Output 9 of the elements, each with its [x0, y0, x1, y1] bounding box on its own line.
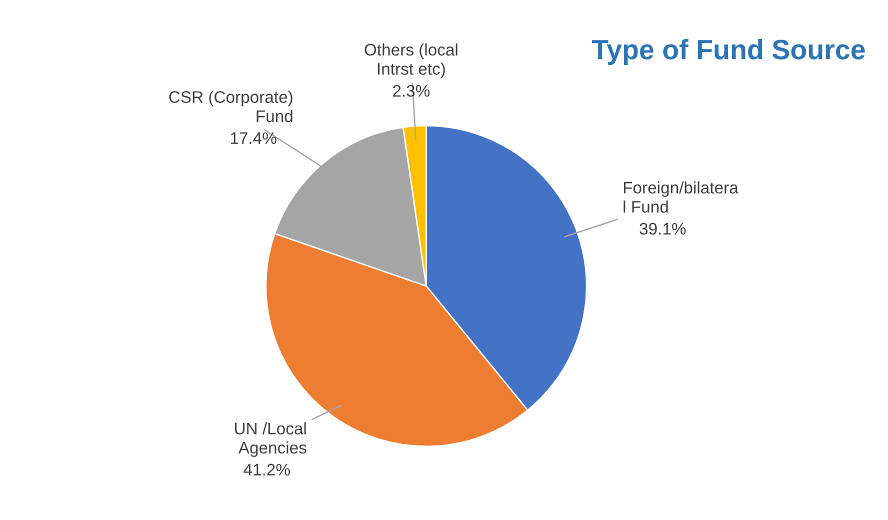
slice-label: Others (local Intrst etc)	[364, 43, 458, 78]
data-label: 17.4%	[230, 132, 276, 144]
slice-label: Foreign/bilatera l Fund	[624, 181, 738, 213]
data-label: 39.1%	[640, 222, 686, 235]
data-label: 41.2%	[244, 464, 290, 476]
chart-title: Type of Fund Source	[592, 39, 865, 65]
data-label: 2.3%	[393, 84, 430, 97]
slice-label: UN /Local Agencies	[235, 422, 306, 457]
slice-label: CSR (Corporate) Fund	[169, 90, 292, 122]
